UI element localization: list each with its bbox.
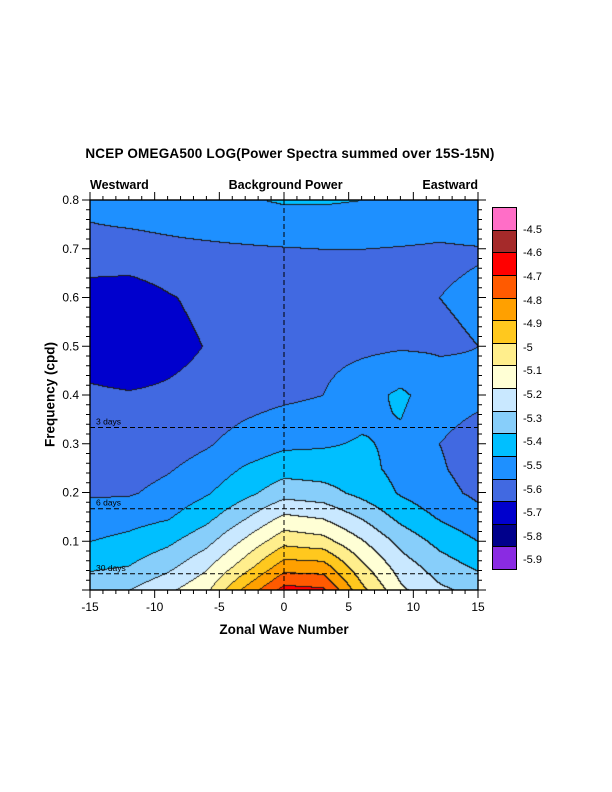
colorbar-box xyxy=(492,229,517,254)
colorbar-label: -4.7 xyxy=(523,270,542,283)
colorbar-box xyxy=(492,501,517,525)
colorbar-label: -4.5 xyxy=(523,223,542,236)
colorbar-box xyxy=(492,320,517,344)
colorbar-box xyxy=(492,410,517,435)
colorbar-label: -5.8 xyxy=(523,530,542,543)
colorbar-box xyxy=(492,388,517,412)
y-tick-label: 0.8 xyxy=(62,193,79,207)
y-tick-label: 0.5 xyxy=(62,339,79,353)
colorbar-box xyxy=(492,433,517,457)
y-tick-label: 0.3 xyxy=(62,437,79,451)
x-tick-label: -5 xyxy=(214,600,225,614)
colorbar-label: -5.7 xyxy=(523,507,542,520)
x-tick-label: 5 xyxy=(345,600,352,614)
colorbar-box xyxy=(492,297,517,322)
contour-plot-canvas xyxy=(90,200,478,590)
x-tick-label: -10 xyxy=(146,600,164,614)
colorbar-box xyxy=(492,546,517,570)
direction-labels-row: Westward Background Power Eastward xyxy=(90,178,478,192)
colorbar-box xyxy=(492,523,517,548)
chart-title: NCEP OMEGA500 LOG(Power Spectra summed o… xyxy=(85,146,495,161)
colorbar-label: -5.9 xyxy=(523,554,542,567)
colorbar-label: -5.4 xyxy=(523,436,542,449)
colorbar-label: -5.6 xyxy=(523,483,542,496)
x-tick-label: 15 xyxy=(471,600,485,614)
x-tick-label: 10 xyxy=(407,600,421,614)
colorbar-label: -4.6 xyxy=(523,247,542,260)
colorbar-box xyxy=(492,365,517,389)
colorbar-label: -5.2 xyxy=(523,389,542,401)
colorbar-label: -4.8 xyxy=(523,294,542,307)
colorbar-label: -4.9 xyxy=(523,318,542,331)
colorbar-box xyxy=(492,274,517,299)
y-tick-label: 0.1 xyxy=(62,534,79,548)
colorbar-box xyxy=(492,342,517,367)
colorbar xyxy=(492,207,517,570)
westward-label: Westward xyxy=(90,178,149,192)
colorbar-label: -5.3 xyxy=(523,412,542,425)
colorbar-box xyxy=(492,252,517,276)
eastward-label: Eastward xyxy=(422,178,478,192)
colorbar-label: -5.5 xyxy=(523,459,542,472)
background-power-label: Background Power xyxy=(228,178,343,192)
y-tick-label: 0.4 xyxy=(62,388,79,402)
colorbar-box xyxy=(492,455,517,480)
x-tick-label: -15 xyxy=(81,600,99,614)
y-axis-title: Frequency (cpd) xyxy=(42,342,58,448)
x-tick-label: 0 xyxy=(281,600,288,614)
colorbar-label: -5.1 xyxy=(523,365,542,378)
colorbar-label: -5 xyxy=(523,341,533,354)
y-tick-label: 0.7 xyxy=(62,242,79,256)
y-tick-label: 0.2 xyxy=(62,486,79,500)
y-tick-label: 0.6 xyxy=(62,291,79,305)
colorbar-box xyxy=(492,478,517,503)
x-axis-title: Zonal Wave Number xyxy=(219,622,349,637)
colorbar-box xyxy=(492,207,517,231)
